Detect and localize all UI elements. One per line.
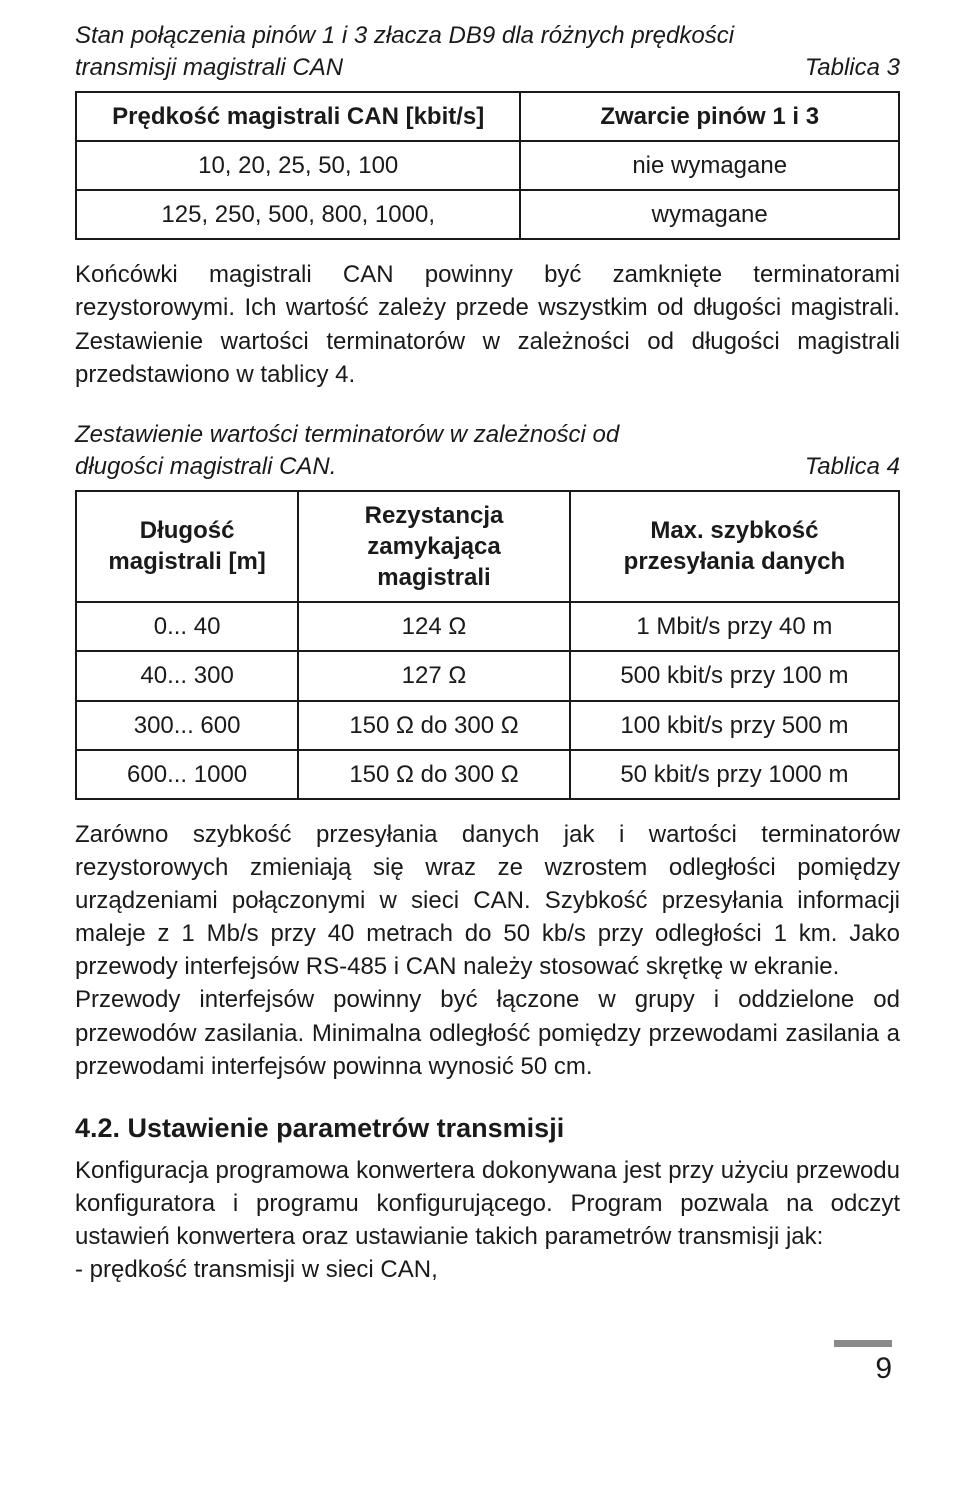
section-heading: 4.2. Ustawienie parametrów transmisji (75, 1113, 900, 1144)
table-row: 600... 1000150 Ω do 300 Ω50 kbit/s przy … (76, 750, 899, 799)
table4-header-3: Max. szybkość przesyłania danych (570, 491, 899, 603)
page-number: 9 (75, 1354, 892, 1384)
table-cell: 150 Ω do 300 Ω (298, 701, 570, 750)
bullet-1: - prędkość transmisji w sieci CAN, (75, 1253, 900, 1286)
paragraph-3: Przewody interfejsów powinny być łączone… (75, 983, 900, 1082)
table-cell: 10, 20, 25, 50, 100 (76, 141, 520, 190)
table-cell: 100 kbit/s przy 500 m (570, 701, 899, 750)
table3-header-1: Prędkość magistrali CAN [kbit/s] (76, 92, 520, 141)
table-cell: 50 kbit/s przy 1000 m (570, 750, 899, 799)
table3: Prędkość magistrali CAN [kbit/s] Zwarcie… (75, 91, 900, 241)
table-cell: 124 Ω (298, 602, 570, 651)
table-cell: 150 Ω do 300 Ω (298, 750, 570, 799)
table3-label: Tablica 3 (805, 52, 900, 84)
table-row: 300... 600150 Ω do 300 Ω100 kbit/s przy … (76, 701, 899, 750)
table-cell: 300... 600 (76, 701, 298, 750)
table3-header-row: Prędkość magistrali CAN [kbit/s] Zwarcie… (76, 92, 899, 141)
table3-header-2: Zwarcie pinów 1 i 3 (520, 92, 899, 141)
table-cell: 1 Mbit/s przy 40 m (570, 602, 899, 651)
table-cell: 500 kbit/s przy 100 m (570, 651, 899, 700)
table-cell: 40... 300 (76, 651, 298, 700)
table3-caption-line2: transmisji magistrali CAN (75, 52, 343, 84)
table4-header-1: Długość magistrali [m] (76, 491, 298, 603)
table-cell: 127 Ω (298, 651, 570, 700)
paragraph-4: Konfiguracja programowa konwertera dokon… (75, 1154, 900, 1253)
table4-caption-line1: Zestawienie wartości terminatorów w zale… (75, 419, 900, 451)
table-cell: 125, 250, 500, 800, 1000, (76, 190, 520, 239)
page-number-bar (834, 1340, 892, 1347)
table-cell: nie wymagane (520, 141, 899, 190)
table4-header-row: Długość magistrali [m] Rezystancja zamyk… (76, 491, 899, 603)
table-row: 40... 300127 Ω500 kbit/s przy 100 m (76, 651, 899, 700)
table-cell: 0... 40 (76, 602, 298, 651)
paragraph-1: Końcówki magistrali CAN powinny być zamk… (75, 258, 900, 390)
table-row: 0... 40124 Ω1 Mbit/s przy 40 m (76, 602, 899, 651)
table3-caption-line1: Stan połączenia pinów 1 i 3 złacza DB9 d… (75, 20, 900, 52)
table3-body: 10, 20, 25, 50, 100nie wymagane125, 250,… (76, 141, 899, 239)
table4: Długość magistrali [m] Rezystancja zamyk… (75, 490, 900, 800)
page: Stan połączenia pinów 1 i 3 złacza DB9 d… (0, 0, 960, 1424)
table4-label: Tablica 4 (805, 451, 900, 483)
table-row: 125, 250, 500, 800, 1000,wymagane (76, 190, 899, 239)
table4-body: 0... 40124 Ω1 Mbit/s przy 40 m40... 3001… (76, 602, 899, 799)
table3-caption: Stan połączenia pinów 1 i 3 złacza DB9 d… (75, 20, 900, 85)
table4-caption: Zestawienie wartości terminatorów w zale… (75, 419, 900, 484)
table4-caption-line2: długości magistrali CAN. (75, 451, 336, 483)
page-number-block: 9 (75, 1336, 900, 1384)
paragraph-2: Zarówno szybkość przesyłania danych jak … (75, 818, 900, 984)
table-cell: wymagane (520, 190, 899, 239)
table4-header-2: Rezystancja zamykająca magistrali (298, 491, 570, 603)
table-row: 10, 20, 25, 50, 100nie wymagane (76, 141, 899, 190)
table-cell: 600... 1000 (76, 750, 298, 799)
